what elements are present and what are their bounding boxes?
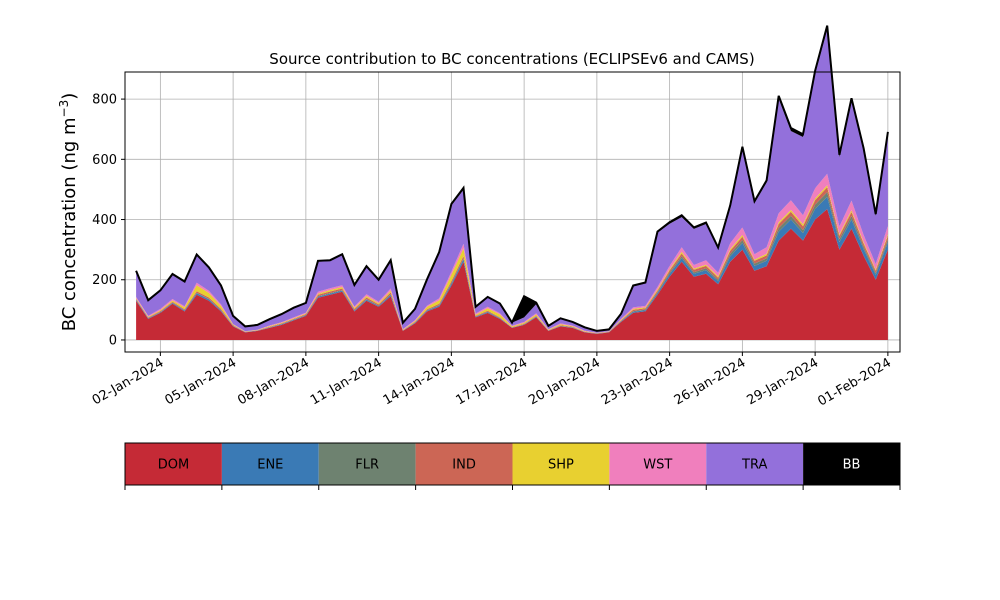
legend-label-flr: FLR — [355, 458, 379, 473]
legend-swatch-ene — [221, 443, 319, 485]
legend-label-dom: DOM — [158, 458, 189, 473]
legend-label-shp: SHP — [548, 458, 574, 473]
legend-swatch-ind — [415, 443, 513, 485]
y-axis-label-main: BC concentration (ng m — [59, 117, 80, 331]
legend-swatch-shp — [512, 443, 610, 485]
legend-label-bb: BB — [843, 458, 861, 473]
y-tick-label: 600 — [92, 153, 117, 168]
legend-swatch-wst — [609, 443, 707, 485]
x-tick-label: 11-Jan-2024 — [308, 355, 385, 408]
legend-swatch-bb — [803, 443, 900, 485]
x-tick-label: 14-Jan-2024 — [381, 355, 458, 408]
x-axis: 02-Jan-202405-Jan-202408-Jan-202411-Jan-… — [90, 352, 894, 409]
x-tick-label: 23-Jan-2024 — [599, 355, 676, 408]
legend-colorbar: DOM ENE FLR IND SHP WST TRA BB — [124, 442, 901, 490]
stacked-areas — [136, 25, 888, 340]
y-tick-label: 200 — [92, 273, 117, 288]
legend-label-ind: IND — [452, 458, 476, 473]
legend-label-ene: ENE — [257, 458, 283, 473]
area-dom — [136, 209, 888, 340]
legend-label-wst: WST — [643, 458, 672, 473]
x-tick-label: 02-Jan-2024 — [90, 355, 167, 408]
x-tick-label: 26-Jan-2024 — [672, 355, 749, 408]
y-axis-label-superscript: −3 — [57, 100, 71, 118]
legend-swatch-tra — [706, 443, 804, 485]
x-tick-label: 01-Feb-2024 — [815, 355, 894, 409]
chart-title: Source contribution to BC concentrations… — [269, 50, 754, 68]
y-tick-label: 0 — [109, 333, 117, 348]
x-tick-label: 17-Jan-2024 — [454, 355, 531, 408]
area-tra — [136, 29, 888, 333]
y-tick-label: 800 — [92, 93, 117, 108]
y-axis-label-close: ) — [59, 93, 80, 100]
x-tick-label: 29-Jan-2024 — [745, 355, 822, 408]
x-tick-label: 05-Jan-2024 — [163, 355, 240, 408]
legend-label-tra: TRA — [741, 458, 767, 473]
y-axis-label: BC concentration (ng m−3) — [57, 93, 80, 332]
x-tick-label: 08-Jan-2024 — [235, 355, 312, 408]
total-concentration-line — [135, 25, 889, 332]
plot-frame — [124, 71, 901, 353]
y-axis: 0 200 400 600 800 — [92, 93, 125, 348]
y-tick-label: 400 — [92, 213, 117, 228]
legend-swatch-dom — [125, 443, 222, 485]
legend-swatch-flr — [318, 443, 416, 485]
x-tick-label: 20-Jan-2024 — [526, 355, 603, 408]
